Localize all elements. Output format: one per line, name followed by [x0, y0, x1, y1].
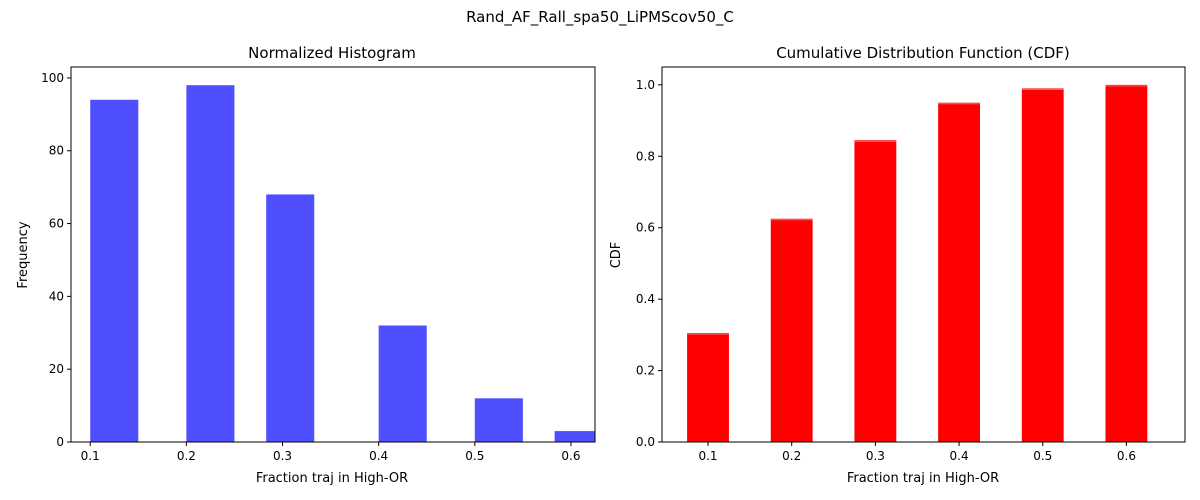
histogram-ytick-label: 40 — [49, 289, 64, 303]
histogram-xtick-label: 0.5 — [465, 449, 484, 463]
cdf-axes-frame — [661, 66, 1186, 443]
histogram-ytick-label: 0 — [56, 435, 64, 449]
cdf-bars — [687, 84, 1148, 442]
figure-suptitle: Rand_AF_Rall_spa50_LiPMScov50_C — [466, 8, 734, 27]
cdf-ytick-label: 0.4 — [636, 292, 655, 306]
cdf-ytick-label: 0.0 — [636, 435, 655, 449]
histogram-bar — [186, 85, 235, 442]
cdf-xtick-label: 0.2 — [782, 449, 801, 463]
histogram-bar — [554, 431, 595, 442]
cdf-ytick-label: 0.2 — [636, 364, 655, 378]
histogram-title: Normalized Histogram — [248, 44, 416, 62]
cdf-bar — [770, 218, 813, 442]
cdf-title: Cumulative Distribution Function (CDF) — [776, 44, 1070, 62]
histogram-ytick-label: 60 — [49, 217, 64, 231]
histogram-ylabel: Frequency — [16, 221, 31, 288]
histogram-yticks: 0 20 40 60 80 100 — [41, 71, 71, 449]
histogram-xtick-label: 0.1 — [81, 449, 100, 463]
cdf-ytick-label: 0.8 — [636, 149, 655, 163]
histogram-bar — [90, 99, 139, 442]
cdf-ylabel: CDF — [609, 242, 624, 269]
cdf-panel: Cumulative Distribution Function (CDF) F… — [609, 44, 1186, 486]
cdf-bar — [854, 140, 897, 442]
histogram-bars — [90, 85, 595, 442]
histogram-bar — [378, 325, 427, 442]
histogram-ytick-label: 20 — [49, 362, 64, 376]
cdf-xtick-label: 0.6 — [1117, 449, 1136, 463]
histogram-xticks: 0.1 0.2 0.3 0.4 0.5 0.6 — [81, 442, 581, 463]
cdf-ytick-label: 0.6 — [636, 221, 655, 235]
histogram-ytick-label: 100 — [41, 71, 64, 85]
histogram-xtick-label: 0.2 — [177, 449, 196, 463]
cdf-xtick-label: 0.1 — [698, 449, 717, 463]
cdf-xtick-label: 0.3 — [866, 449, 885, 463]
cdf-ytick-label: 1.0 — [636, 78, 655, 92]
cdf-xtick-label: 0.4 — [950, 449, 969, 463]
cdf-bar — [687, 333, 729, 442]
histogram-xtick-label: 0.4 — [369, 449, 388, 463]
histogram-axes-frame — [70, 66, 596, 443]
histogram-ytick-label: 80 — [49, 144, 64, 158]
histogram-bar — [266, 194, 315, 442]
cdf-xtick-label: 0.5 — [1033, 449, 1052, 463]
histogram-xtick-label: 0.3 — [273, 449, 292, 463]
cdf-bar — [938, 102, 980, 442]
cdf-bar — [1021, 88, 1064, 442]
histogram-bar — [474, 398, 523, 442]
cdf-xticks: 0.1 0.2 0.3 0.4 0.5 0.6 — [698, 442, 1136, 463]
histogram-xlabel: Fraction traj in High-OR — [256, 471, 408, 486]
cdf-xlabel: Fraction traj in High-OR — [847, 471, 999, 486]
cdf-bar — [1105, 84, 1148, 442]
histogram-panel: Normalized Histogram Fraction traj in Hi… — [16, 44, 596, 486]
histogram-xtick-label: 0.6 — [561, 449, 580, 463]
cdf-yticks: 0.0 0.2 0.4 0.6 0.8 1.0 — [636, 78, 662, 449]
